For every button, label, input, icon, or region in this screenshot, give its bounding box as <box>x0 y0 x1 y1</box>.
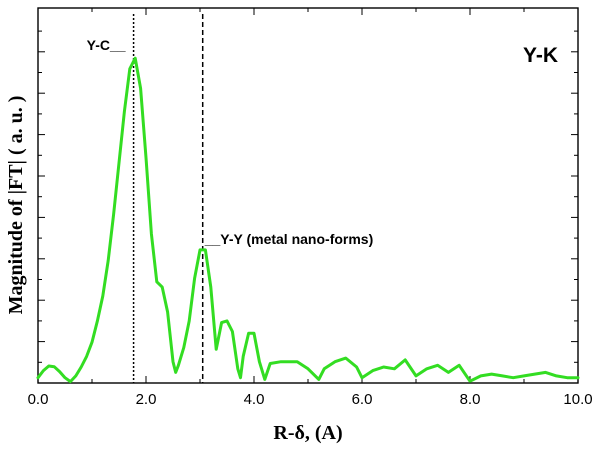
x-axis-label: R-δ, (A) <box>273 422 342 444</box>
x-tick-label: 0.0 <box>28 391 49 408</box>
x-tick-label: 2.0 <box>136 391 157 408</box>
x-tick-label: 8.0 <box>460 391 481 408</box>
y-axis-label: Magnitude of |FT| ( a. u. ) <box>5 96 27 315</box>
annotation-y-y: __Y-Y (metal nano-forms) <box>204 231 374 247</box>
series-line <box>36 56 580 384</box>
plot-frame <box>37 7 579 384</box>
x-tick-label: 10.0 <box>563 391 592 408</box>
chart-title: Y-K <box>523 44 558 67</box>
x-tick-label: 6.0 <box>352 391 373 408</box>
x-tick-label: 4.0 <box>244 391 265 408</box>
annotation-y-c: Y-C__ <box>87 37 126 53</box>
